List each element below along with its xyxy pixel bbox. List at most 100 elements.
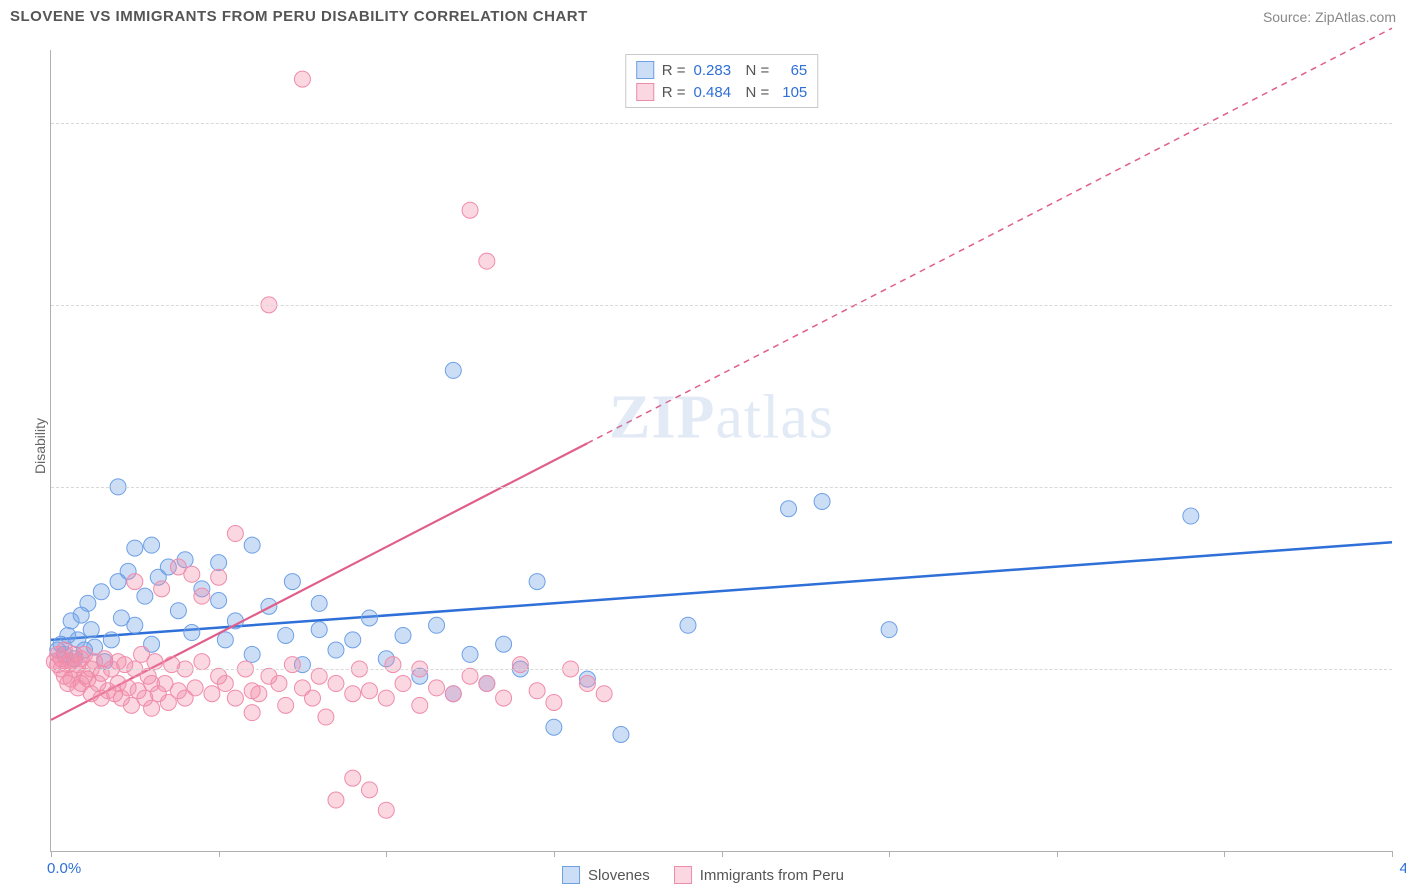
y-axis-label: Disability [32, 418, 48, 474]
x-tick [51, 851, 52, 857]
scatter-plot-svg [51, 50, 1392, 851]
data-point [271, 676, 287, 692]
data-point [80, 595, 96, 611]
data-point [345, 770, 361, 786]
data-point [304, 690, 320, 706]
data-point [311, 595, 327, 611]
data-point [211, 569, 227, 585]
data-point [529, 683, 545, 699]
chart-area: ZIPatlas R = 0.283 N = 65 R = 0.484 N = … [50, 50, 1392, 852]
data-point [328, 642, 344, 658]
data-point [227, 526, 243, 542]
x-tick [1057, 851, 1058, 857]
x-tick [1392, 851, 1393, 857]
data-point [881, 622, 897, 638]
data-point [781, 501, 797, 517]
data-point [429, 680, 445, 696]
data-point [378, 802, 394, 818]
data-point [278, 697, 294, 713]
data-point [462, 646, 478, 662]
data-point [137, 588, 153, 604]
data-point [194, 654, 210, 670]
gridline [51, 305, 1392, 306]
data-point [412, 697, 428, 713]
data-point [217, 632, 233, 648]
data-point [328, 676, 344, 692]
data-point [211, 555, 227, 571]
x-tick [219, 851, 220, 857]
data-point [211, 593, 227, 609]
data-point [479, 676, 495, 692]
data-point [361, 610, 377, 626]
swatch-slovenes [636, 61, 654, 79]
data-point [278, 627, 294, 643]
data-point [244, 537, 260, 553]
data-point [529, 574, 545, 590]
data-point [596, 686, 612, 702]
trendline [51, 542, 1392, 640]
data-point [127, 617, 143, 633]
data-point [154, 581, 170, 597]
data-point [496, 690, 512, 706]
chart-header: SLOVENE VS IMMIGRANTS FROM PERU DISABILI… [0, 0, 1406, 31]
data-point [83, 622, 99, 638]
data-point [546, 719, 562, 735]
data-point [579, 676, 595, 692]
x-tick [386, 851, 387, 857]
gridline [51, 487, 1392, 488]
data-point [127, 574, 143, 590]
legend-row-peru: R = 0.484 N = 105 [636, 81, 808, 103]
data-point [512, 657, 528, 673]
data-point [429, 617, 445, 633]
data-point [445, 686, 461, 702]
data-point [814, 493, 830, 509]
x-tick [889, 851, 890, 857]
data-point [93, 584, 109, 600]
data-point [680, 617, 696, 633]
correlation-legend: R = 0.283 N = 65 R = 0.484 N = 105 [625, 54, 819, 108]
gridline [51, 669, 1392, 670]
data-point [361, 683, 377, 699]
x-axis-label: 40.0% [1399, 860, 1406, 877]
data-point [462, 668, 478, 684]
data-point [187, 680, 203, 696]
x-axis-label: 0.0% [47, 860, 81, 877]
swatch-icon [674, 866, 692, 884]
x-tick [1224, 851, 1225, 857]
data-point [184, 566, 200, 582]
chart-title: SLOVENE VS IMMIGRANTS FROM PERU DISABILI… [10, 8, 588, 25]
data-point [462, 202, 478, 218]
data-point [194, 588, 210, 604]
data-point [613, 726, 629, 742]
swatch-icon [562, 866, 580, 884]
data-point [244, 705, 260, 721]
data-point [244, 646, 260, 662]
data-point [345, 632, 361, 648]
data-point [204, 686, 220, 702]
data-point [184, 625, 200, 641]
data-point [546, 694, 562, 710]
series-legend: Slovenes Immigrants from Peru [562, 866, 844, 884]
data-point [144, 537, 160, 553]
data-point [328, 792, 344, 808]
data-point [127, 540, 143, 556]
x-tick [554, 851, 555, 857]
data-point [345, 686, 361, 702]
data-point [395, 676, 411, 692]
legend-row-slovenes: R = 0.283 N = 65 [636, 59, 808, 81]
data-point [170, 603, 186, 619]
data-point [103, 632, 119, 648]
data-point [144, 700, 160, 716]
x-tick [722, 851, 723, 857]
data-point [294, 71, 310, 87]
legend-item-slovenes: Slovenes [562, 866, 650, 884]
data-point [378, 690, 394, 706]
data-point [284, 574, 300, 590]
data-point [445, 362, 461, 378]
data-point [227, 690, 243, 706]
data-point [479, 253, 495, 269]
data-point [385, 657, 401, 673]
data-point [251, 686, 267, 702]
data-point [1183, 508, 1199, 524]
data-point [318, 709, 334, 725]
